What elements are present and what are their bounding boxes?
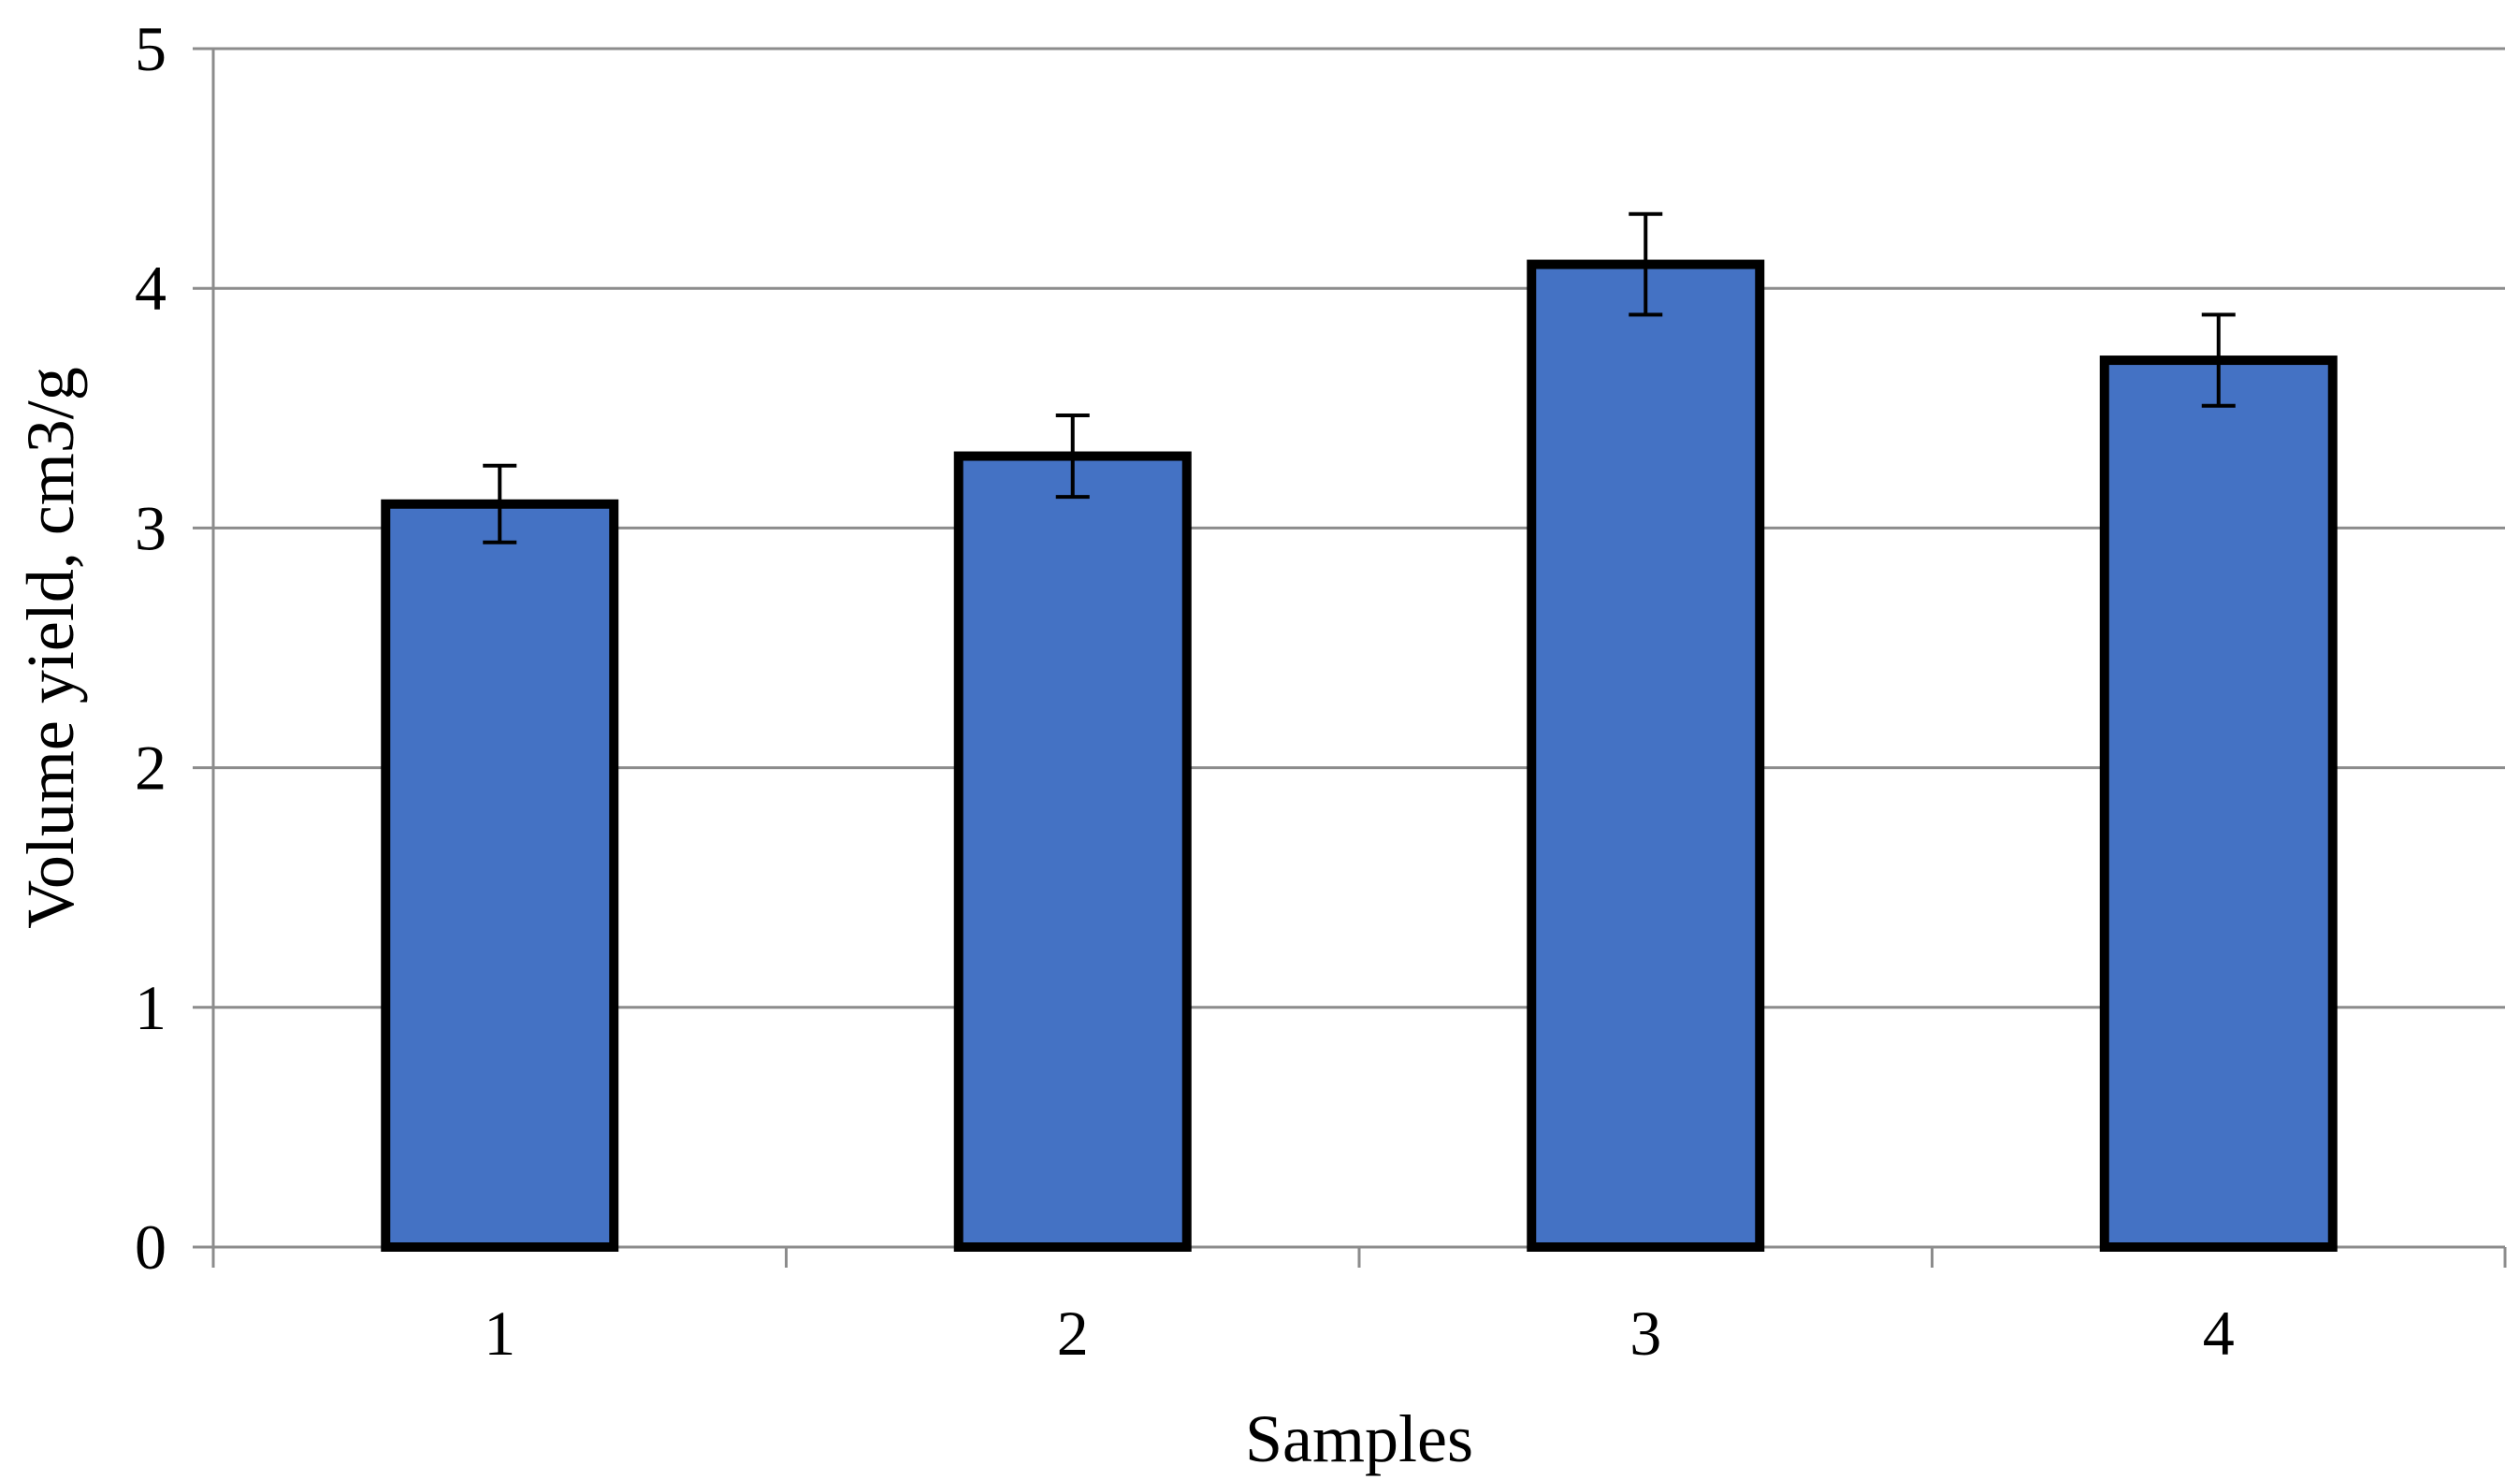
error-bar-4 bbox=[2201, 312, 2236, 408]
error-bar-1 bbox=[483, 463, 517, 544]
bars bbox=[381, 259, 2338, 1253]
x-tick-labels: 1 2 3 4 bbox=[484, 1298, 2235, 1369]
y-tick-label-1: 1 bbox=[135, 972, 167, 1043]
error-bar-3 bbox=[1629, 211, 1663, 317]
y-tick-label-0: 0 bbox=[135, 1212, 167, 1283]
x-tick-label-3: 3 bbox=[1629, 1298, 1661, 1369]
y-tick-label-4: 4 bbox=[135, 253, 167, 324]
error-bar-2 bbox=[1055, 413, 1090, 500]
x-axis-title: Samples bbox=[1245, 1401, 1473, 1476]
y-tick-label-3: 3 bbox=[135, 492, 167, 563]
bar-2 bbox=[953, 451, 1192, 1253]
bar-1 bbox=[381, 499, 619, 1252]
bar-3 bbox=[1527, 259, 1765, 1253]
bar-4 bbox=[2099, 355, 2338, 1252]
error-bars bbox=[483, 211, 2236, 544]
x-tick-label-2: 2 bbox=[1057, 1298, 1089, 1369]
y-tick-labels: 0 1 2 3 4 5 bbox=[135, 13, 167, 1283]
y-tick-label-5: 5 bbox=[135, 13, 167, 84]
y-tick-label-2: 2 bbox=[135, 733, 167, 804]
y-axis-title: Volume yield, cm3/g bbox=[13, 367, 88, 929]
x-tick-label-1: 1 bbox=[484, 1298, 515, 1369]
x-tick-label-4: 4 bbox=[2203, 1298, 2235, 1369]
